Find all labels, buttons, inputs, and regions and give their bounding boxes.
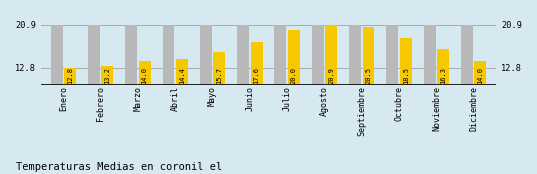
Bar <box>251 42 263 85</box>
Bar <box>461 25 473 85</box>
Bar <box>50 25 62 85</box>
Bar <box>325 25 337 85</box>
Bar <box>387 25 398 85</box>
Bar <box>349 25 361 85</box>
Bar <box>312 25 324 85</box>
Text: 13.2: 13.2 <box>104 67 110 84</box>
Text: 16.3: 16.3 <box>440 67 446 84</box>
Bar <box>424 25 436 85</box>
Text: 15.7: 15.7 <box>216 67 222 84</box>
Text: 20.5: 20.5 <box>366 67 372 84</box>
Bar <box>274 25 286 85</box>
Bar <box>362 27 374 85</box>
Text: 14.0: 14.0 <box>477 67 483 84</box>
Bar <box>125 25 137 85</box>
Text: 20.9: 20.9 <box>328 67 334 84</box>
Text: 12.8: 12.8 <box>67 67 73 84</box>
Bar <box>64 68 76 85</box>
Text: 20.0: 20.0 <box>291 67 297 84</box>
Bar <box>139 61 150 85</box>
Bar <box>475 61 487 85</box>
Text: Temperaturas Medias en coronil el: Temperaturas Medias en coronil el <box>16 162 222 172</box>
Text: 17.6: 17.6 <box>253 67 259 84</box>
Bar <box>237 25 249 85</box>
Text: 14.0: 14.0 <box>142 67 148 84</box>
Bar <box>88 25 100 85</box>
Bar <box>437 49 449 85</box>
Bar <box>288 30 300 85</box>
Bar <box>400 38 412 85</box>
Bar <box>213 52 225 85</box>
Text: 18.5: 18.5 <box>403 67 409 84</box>
Bar <box>176 59 188 85</box>
Bar <box>163 25 175 85</box>
Bar <box>200 25 212 85</box>
Bar <box>101 66 113 85</box>
Text: 14.4: 14.4 <box>179 67 185 84</box>
